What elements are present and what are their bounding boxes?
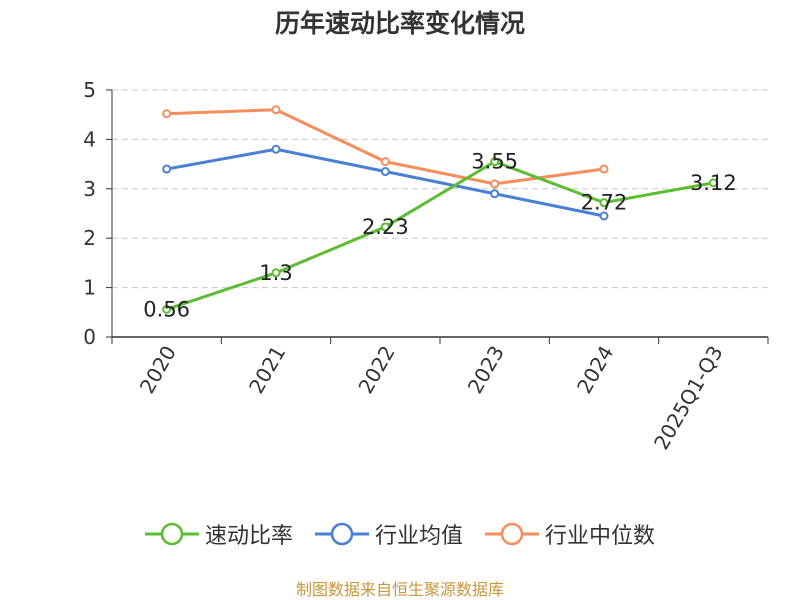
data-label: 3.12 (690, 171, 737, 195)
data-point (271, 268, 281, 278)
chart-title: 历年速动比率变化情况 (274, 9, 525, 38)
data-label: 0.56 (143, 297, 190, 321)
data-point (380, 157, 390, 167)
data-label: 1.3 (259, 261, 292, 285)
data-point (380, 167, 390, 177)
data-point (599, 211, 609, 221)
data-point (490, 179, 500, 189)
y-tick-label: 2 (83, 226, 96, 250)
x-tick-label: 2024 (572, 342, 618, 398)
axes: 0 1 2 3 4 5 2020 2021 2022 2023 2024 2025Q1-Q3 (83, 78, 769, 454)
legend-item[interactable]: 速动比率 (144, 518, 293, 550)
series-lines (162, 105, 718, 314)
data-label: 3.55 (471, 150, 518, 174)
x-tick-label: 2020 (135, 342, 181, 398)
data-label: 2.72 (581, 191, 628, 215)
legend-label: 行业均值 (374, 524, 463, 549)
data-point (380, 222, 390, 232)
data-point (490, 189, 500, 199)
y-tick-label: 3 (83, 177, 96, 201)
source-note: 制图数据来自恒生聚源数据库 (295, 580, 504, 599)
data-labels: 0.56 1.3 2.23 3.55 2.72 3.12 (143, 150, 736, 322)
data-point (162, 304, 172, 314)
x-tick-label: 2021 (244, 342, 290, 398)
data-point (162, 164, 172, 174)
legend: 速动比率 行业均值 行业中位数 (0, 518, 800, 550)
x-tick-label: 2025Q1-Q3 (649, 342, 728, 454)
data-label: 2.23 (362, 215, 409, 239)
y-tick-label: 1 (83, 276, 96, 300)
x-tick-label: 2022 (353, 342, 399, 398)
legend-swatch (485, 522, 539, 546)
data-point (162, 109, 172, 119)
legend-swatch (314, 522, 369, 546)
legend-item[interactable]: 行业均值 (314, 518, 463, 550)
y-tick-label: 5 (83, 78, 96, 102)
data-point (599, 164, 609, 174)
data-point (708, 178, 718, 188)
legend-label: 速动比率 (204, 524, 293, 549)
data-point (271, 144, 281, 154)
legend-swatch (144, 522, 199, 546)
x-tick-label: 2023 (463, 341, 509, 397)
series-line-0 (166, 160, 714, 311)
legend-item[interactable]: 行业中位数 (485, 518, 655, 550)
data-point (599, 198, 609, 208)
grid-lines (112, 89, 768, 289)
legend-label: 行业中位数 (545, 524, 656, 549)
y-tick-label: 0 (83, 325, 96, 349)
data-point (490, 157, 500, 167)
y-tick-label: 4 (83, 127, 96, 151)
data-point (271, 105, 281, 115)
